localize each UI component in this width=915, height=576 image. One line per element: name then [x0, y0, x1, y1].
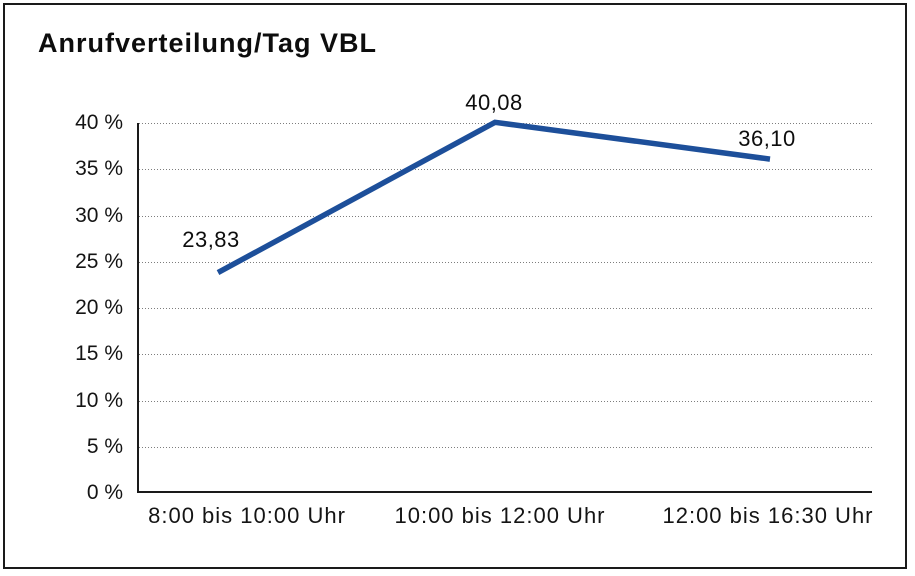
y-axis-tick-label: 25 %	[75, 250, 123, 273]
plot-area	[137, 123, 872, 493]
gridline	[139, 354, 872, 355]
y-axis-tick-label: 0 %	[86, 481, 123, 504]
gridline	[139, 401, 872, 402]
gridline	[139, 308, 872, 309]
y-axis-tick-label: 10 %	[75, 389, 123, 412]
y-axis-tick-label: 20 %	[75, 296, 123, 319]
gridline	[139, 123, 872, 124]
x-axis-category-label: 8:00 bis 10:00 Uhr	[148, 503, 346, 528]
y-axis-tick-label: 40 %	[75, 111, 123, 134]
gridline	[139, 447, 872, 448]
gridline	[139, 216, 872, 217]
data-value-label: 40,08	[465, 90, 523, 115]
data-value-label: 23,83	[182, 227, 240, 252]
data-value-label: 36,10	[738, 126, 796, 151]
y-axis-tick-label: 30 %	[75, 204, 123, 227]
chart-frame	[3, 3, 907, 569]
x-axis-category-label: 12:00 bis 16:30 Uhr	[662, 503, 874, 528]
y-axis-tick-label: 35 %	[75, 157, 123, 180]
y-axis-tick-label: 5 %	[86, 435, 123, 458]
gridline	[139, 262, 872, 263]
chart-title: Anrufverteilung/Tag VBL	[38, 28, 378, 58]
gridline	[139, 169, 872, 170]
y-axis-tick-label: 15 %	[75, 342, 123, 365]
x-axis-category-label: 10:00 bis 12:00 Uhr	[394, 503, 606, 528]
